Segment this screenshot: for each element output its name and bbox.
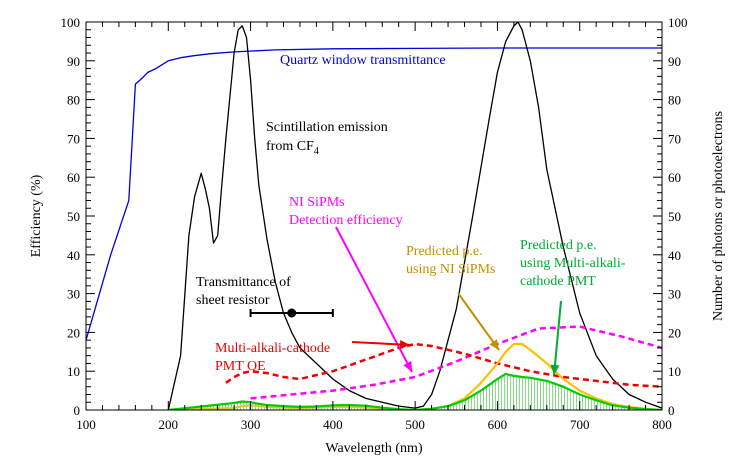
annotation-resistor: Transmittance of sheet resistor xyxy=(196,275,291,308)
x-tick-label: 800 xyxy=(652,417,672,432)
sipm-de-arrow-shaft xyxy=(335,226,413,373)
sipm-de-arrow-head xyxy=(403,361,412,372)
y-tick-label: 70 xyxy=(67,131,80,146)
x-tick-label: 600 xyxy=(488,417,508,432)
scintillation-emission-from-cf4-line xyxy=(167,22,662,410)
annotation-sipm_de-line: NI SiPMs xyxy=(289,195,345,210)
x-tick-label: 500 xyxy=(405,417,425,432)
pe-sipm-arrow-head xyxy=(489,339,499,350)
pe-sipm-arrow-shaft xyxy=(457,292,500,351)
x-tick-label: 100 xyxy=(76,417,96,432)
y-tick-label: 80 xyxy=(67,93,80,108)
y-tick-label: 40 xyxy=(67,248,80,263)
annotation-quartz-line: Quartz window transmittance xyxy=(280,53,446,68)
annotation-scint: Scintillation emission from CF4 xyxy=(266,120,388,157)
annotation-pe_pmt: Predicted p.e. using Multi-alkali-cathode… xyxy=(520,238,626,289)
y2-tick-label: 40 xyxy=(668,248,681,263)
x-tick-label: 300 xyxy=(241,417,261,432)
y2-tick-label: 100 xyxy=(668,15,688,30)
annotation-pe_sipm: Predicted p.e. using NI SiPMs xyxy=(406,244,495,277)
axes-layer: 100 200 300 400 500 600 700 8000102030405060708… xyxy=(61,15,688,432)
ni-sipms-detection-efficiency-line xyxy=(250,325,662,400)
pe-pmt-arrow-head xyxy=(550,364,560,375)
predicted-p-e-using-multi-alkali-cathode-pmt-line xyxy=(168,372,662,410)
annotation-quartz: Quartz window transmittance xyxy=(280,53,446,68)
annotation-layer: Quartz window transmittance Scintillation… xyxy=(196,53,626,376)
transmittance-of-sheet-resistor-point xyxy=(287,308,297,318)
y2-tick-label: 10 xyxy=(668,364,681,379)
y-tick-label: 30 xyxy=(67,287,80,302)
annotation-pe_pmt-line: cathode PMT xyxy=(520,274,596,289)
quartz-window-transmittance-line xyxy=(86,47,662,341)
sipm-de-arrow xyxy=(335,226,413,373)
pe-sipm-arrow xyxy=(457,292,500,351)
x-tick-label: 200 xyxy=(159,417,179,432)
annotation-pe_pmt-line: using Multi-alkali- xyxy=(520,256,626,271)
y-tick-label: 10 xyxy=(67,364,80,379)
y2-tick-label: 60 xyxy=(668,170,681,185)
y2-tick-label: 20 xyxy=(668,325,681,340)
y2-tick-label: 80 xyxy=(668,93,681,108)
x-axis-title: Wavelength (nm) xyxy=(325,441,423,456)
pe-pmt-arrow xyxy=(550,300,562,376)
y-tick-label: 100 xyxy=(61,15,81,30)
y2-tick-label: 30 xyxy=(668,287,681,302)
y-tick-label: 90 xyxy=(67,54,80,69)
annotation-pe_pmt-line: Predicted p.e. xyxy=(520,238,597,253)
annotation-pmt_qe-line: Multi-alkali-cathode xyxy=(215,341,330,356)
predicted-p-e-using-multi-alkali-cathode-pmt-fill xyxy=(168,373,662,410)
series-layer xyxy=(86,22,662,410)
y-axis-title: Efficiency (%) xyxy=(29,174,44,257)
annotation-pmt_qe: Multi-alkali-cathode PMT QE xyxy=(215,341,330,374)
transmittance-of-sheet-resistor-marker xyxy=(249,308,334,318)
annotation-pe_sipm-line: using NI SiPMs xyxy=(406,262,495,277)
pmt-qe-arrow-head xyxy=(399,339,410,349)
annotation-scint-line: from CF4 xyxy=(266,139,319,157)
y-tick-label: 60 xyxy=(67,170,80,185)
x-tick-label: 400 xyxy=(323,417,343,432)
pe-pmt-arrow-shaft xyxy=(553,300,562,376)
y-tick-label: 50 xyxy=(67,209,80,224)
annotation-scint-line: Scintillation emission xyxy=(266,120,388,135)
annotation-scint-subscript: 4 xyxy=(314,146,319,157)
y2-tick-label: 50 xyxy=(668,209,681,224)
y2-tick-label: 0 xyxy=(668,403,675,418)
y2-tick-label: 70 xyxy=(668,131,681,146)
annotation-resistor-line: sheet resistor xyxy=(196,293,270,308)
annotation-sipm_de: NI SiPMs Detection efficiency xyxy=(289,195,403,228)
pmt-qe-arrow xyxy=(351,339,411,349)
y-tick-label: 0 xyxy=(74,403,81,418)
annotation-sipm_de-line: Detection efficiency xyxy=(289,213,403,228)
y-tick-label: 20 xyxy=(67,325,80,340)
annotation-pmt_qe-line: PMT QE xyxy=(215,359,266,374)
y2-axis-title: Number of photons or photoelectrons xyxy=(711,111,726,321)
x-tick-label: 700 xyxy=(570,417,590,432)
annotation-pe_sipm-line: Predicted p.e. xyxy=(406,244,483,259)
y2-tick-label: 90 xyxy=(668,54,681,69)
annotation-resistor-line: Transmittance of xyxy=(196,275,291,290)
